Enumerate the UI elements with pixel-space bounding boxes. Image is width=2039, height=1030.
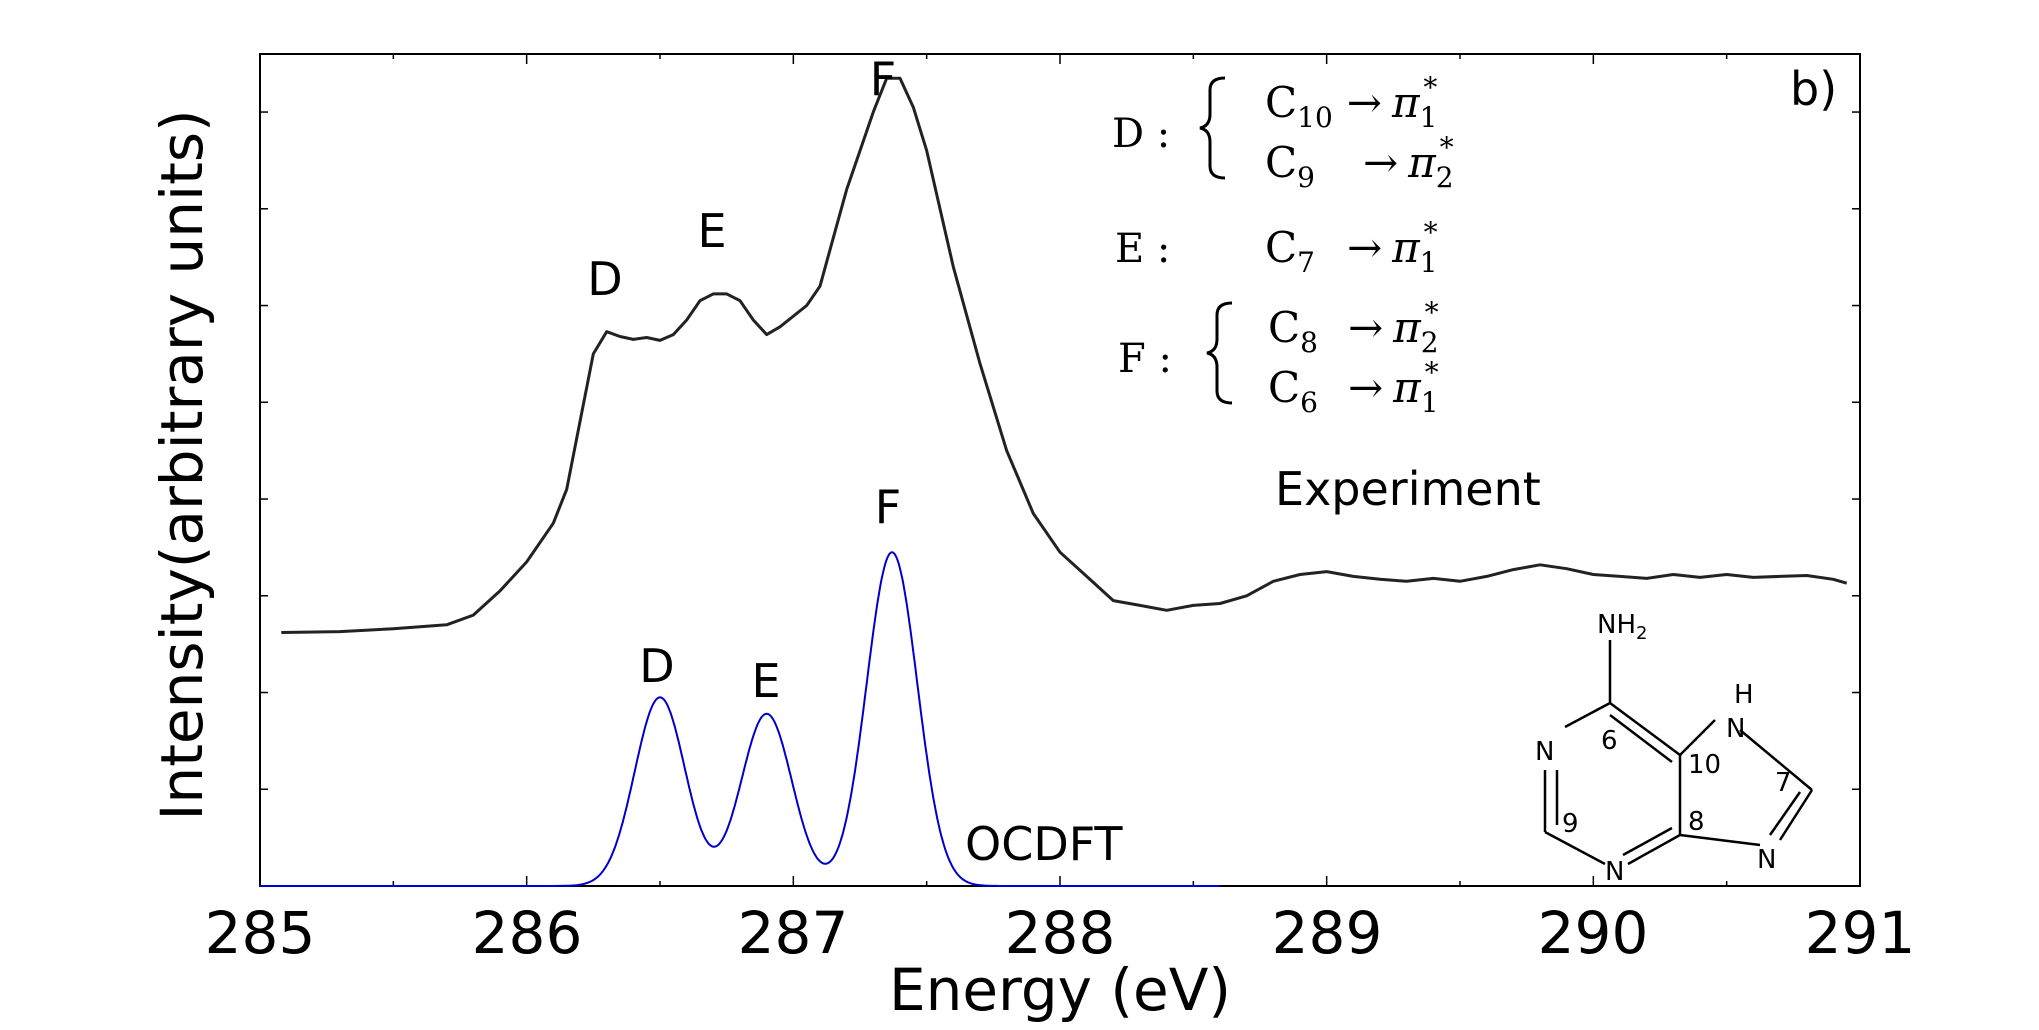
y-axis-label: Intensity(arbitrary units) [148, 109, 216, 820]
adenine-structure [1543, 640, 1814, 866]
bond-n9-c7 [1739, 729, 1813, 791]
assignment-f-brace [1206, 301, 1233, 405]
atom-label-nh2: NH2 [1597, 610, 1647, 644]
atom-label-n9h: N [1726, 714, 1745, 744]
bond-c8-n3-double [1622, 826, 1673, 857]
bond-c6-n1 [1564, 701, 1611, 729]
x-tick-labels: 285 286 287 288 289 290 291 [205, 899, 1916, 967]
x-tick-label: 288 [1005, 899, 1116, 967]
x-tick-label: 286 [472, 899, 583, 967]
atom-number-6: 6 [1601, 726, 1618, 756]
series-group [260, 76, 1848, 887]
bond-c7-n7 [1778, 789, 1814, 841]
x-tick-label: 289 [1272, 899, 1383, 967]
atom-label-n7: N [1757, 845, 1776, 875]
experiment-label: Experiment [1275, 462, 1541, 516]
atom-label-n3: N [1605, 857, 1624, 887]
plot-frame [259, 53, 1861, 887]
assignment-f-label: F : [1118, 336, 1172, 382]
experiment-peak-label-d: D [587, 252, 622, 306]
ocdft-series-line [260, 551, 1220, 887]
experiment-peak-label-e: E [697, 204, 726, 258]
atom-number-7: 7 [1775, 768, 1792, 798]
atom-label-n1: N [1535, 737, 1554, 767]
bond-n7-c8 [1679, 833, 1761, 847]
x-axis-label: Energy (eV) [889, 956, 1231, 1024]
bond-c6-c10 [1609, 701, 1681, 757]
bond-c6-c10-double [1609, 714, 1673, 763]
experiment-peak-label-f: F [870, 52, 896, 106]
atom-number-8: 8 [1688, 807, 1705, 837]
panel-label: b) [1790, 62, 1837, 116]
ocdft-peak-label-d: D [639, 639, 674, 693]
assignment-d-transition-2: C9 → π2* [1265, 131, 1454, 194]
axis-ticks [259, 54, 1861, 886]
bond-c10-n9 [1679, 719, 1716, 756]
assignment-e-label: E : [1115, 226, 1170, 272]
adenine-atom-labels: NH2 H N N N N 6 10 7 9 8 [1535, 610, 1792, 887]
x-tick-label: 285 [205, 899, 316, 967]
assignment-d-transition-1: C10 → π1* [1265, 71, 1437, 134]
assignment-f-transition-2: C6 → π1* [1268, 356, 1439, 419]
bond-n3-c9 [1544, 830, 1606, 866]
atom-number-10: 10 [1688, 750, 1721, 780]
ocdft-label: OCDFT [965, 817, 1123, 871]
atom-label-h: H [1734, 680, 1754, 710]
bond-c7-n7-double [1768, 791, 1802, 836]
assignment-f-transition-1: C8 → π2* [1268, 296, 1439, 359]
x-tick-label: 291 [1805, 899, 1916, 967]
x-tick-label: 290 [1538, 899, 1649, 967]
bond-c8-n3 [1627, 833, 1681, 866]
assignment-d-brace [1199, 76, 1226, 180]
assignment-e-transition-1: C7 → π1* [1265, 216, 1438, 279]
ocdft-peak-label-f: F [875, 480, 901, 534]
assignment-d-label: D : [1112, 111, 1170, 157]
ocdft-peak-label-e: E [751, 654, 780, 708]
peak-labels: D E F D E F [587, 52, 901, 708]
experiment-series-line [281, 76, 1848, 634]
assignment-table: D : C10 → π1* C9 → π2* E : C7 → π1* F : C8 → π2*… [1112, 71, 1454, 419]
x-tick-label: 287 [738, 899, 849, 967]
atom-number-9: 9 [1562, 809, 1579, 839]
